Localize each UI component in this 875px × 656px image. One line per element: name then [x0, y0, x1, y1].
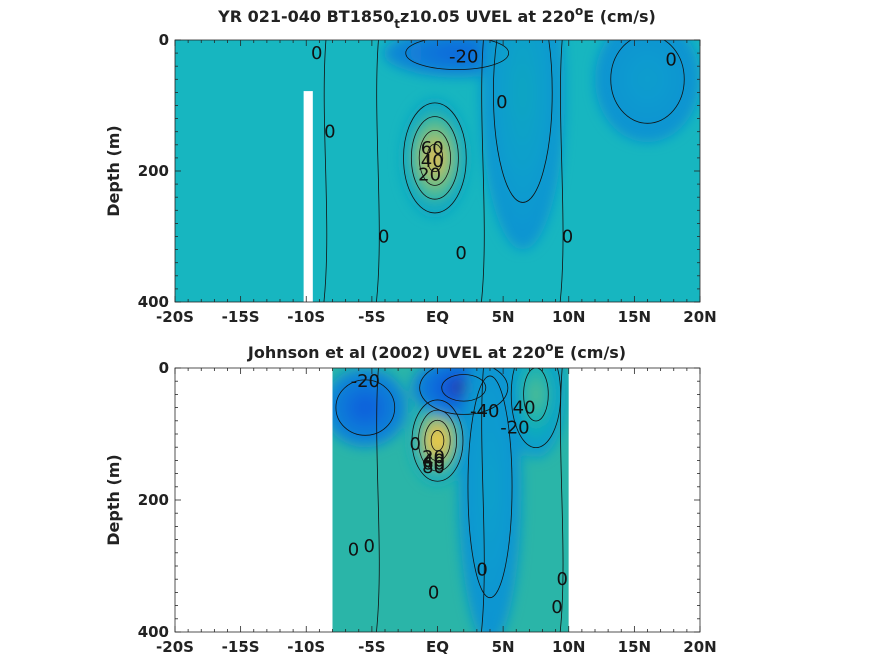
x-tick-label: -5S [358, 638, 385, 656]
y-tick-label: 200 [138, 162, 169, 180]
contour-line [430, 430, 445, 452]
x-tick-label: -15S [222, 308, 260, 326]
x-tick-label: 5N [492, 638, 515, 656]
x-tick-label: 10N [552, 638, 585, 656]
y-tick-label: 0 [159, 359, 169, 377]
x-tick-label: -10S [287, 638, 325, 656]
field-band [358, 401, 373, 415]
contour-line [403, 102, 467, 214]
x-tick-label: 20N [683, 308, 716, 326]
x-tick-label: -5S [358, 308, 385, 326]
contour-label: 0 [311, 43, 322, 64]
contour-line [418, 129, 451, 186]
contour-label: 0 [378, 227, 389, 248]
y-tick-label: 200 [138, 491, 169, 509]
x-tick-label: -20S [156, 638, 194, 656]
contour-label: 20 [418, 164, 441, 185]
field-band [484, 460, 496, 514]
contour-label: 0 [496, 92, 507, 113]
contour-label: -20 [449, 46, 478, 67]
contour-label: -20 [500, 417, 529, 438]
contour-line [523, 368, 549, 422]
contour-line [559, 368, 564, 632]
field-band [429, 148, 441, 168]
contour-line [424, 419, 451, 462]
x-tick-label: 15N [618, 638, 651, 656]
contour-line [610, 40, 685, 124]
field-band [432, 433, 443, 448]
y-tick-label: 0 [159, 31, 169, 49]
y-tick-label: 400 [138, 623, 169, 641]
velocity-field [332, 368, 569, 632]
contour-line [559, 40, 564, 302]
contour-line [405, 40, 510, 71]
contour-label: 0 [476, 559, 487, 580]
contour-line [323, 40, 328, 302]
contour-line [417, 409, 458, 472]
contour-label: 0 [348, 540, 359, 561]
x-tick-label: EQ [426, 638, 449, 656]
contour-line [411, 399, 464, 482]
x-tick-label: -15S [222, 638, 260, 656]
contour-line [376, 368, 380, 632]
contour-label: 60 [421, 138, 444, 159]
x-tick-label: 20N [683, 638, 716, 656]
contour-line [426, 143, 444, 173]
y-tick-label: 400 [138, 293, 169, 311]
contour-line [493, 40, 553, 203]
contour-label: 0 [428, 582, 439, 603]
chart-title: YR 021-040 BT1850tz10.05 UVEL at 220oE (… [217, 4, 656, 31]
contour-label: 0 [324, 122, 335, 143]
chart-title: Johnson et al (2002) UVEL at 220oE (cm/s… [247, 340, 626, 362]
x-tick-label: 5N [492, 308, 515, 326]
field-band [515, 66, 530, 119]
y-axis-label: Depth (m) [104, 125, 123, 217]
contour-label: 0 [364, 536, 375, 557]
contour-label: 0 [665, 50, 676, 71]
field-band [638, 68, 657, 90]
contour-label: 40 [513, 398, 536, 419]
contour-line [441, 374, 487, 402]
y-axis-label: Depth (m) [104, 454, 123, 546]
contour-label: 0 [409, 434, 420, 455]
contour-label: 0 [455, 243, 466, 264]
field-band [531, 383, 541, 405]
contour-line [410, 116, 459, 200]
field-band [444, 49, 470, 58]
contour-label: 20 [422, 447, 445, 468]
contour-label: 0 [556, 569, 567, 590]
contour-label: -40 [470, 401, 499, 422]
contour-line [467, 375, 513, 599]
contour-line [481, 368, 485, 632]
x-tick-label: -10S [287, 308, 325, 326]
velocity-field [175, 40, 700, 302]
contour-line [335, 379, 396, 436]
x-tick-label: 10N [552, 308, 585, 326]
missing-data-gap [303, 91, 313, 302]
contour-label: 0 [562, 227, 573, 248]
x-tick-label: EQ [426, 308, 449, 326]
contour-label: 80 [422, 457, 445, 478]
x-tick-label: -20S [156, 308, 194, 326]
contour-line [481, 40, 485, 302]
contour-label: 40 [422, 450, 445, 471]
contour-label: 60 [422, 454, 445, 475]
contour-label: 40 [421, 151, 444, 172]
contour-label: -20 [351, 371, 380, 392]
contour-line [419, 368, 509, 415]
contour-label: 0 [551, 597, 562, 618]
x-tick-label: 15N [618, 308, 651, 326]
contour-line [376, 40, 380, 302]
